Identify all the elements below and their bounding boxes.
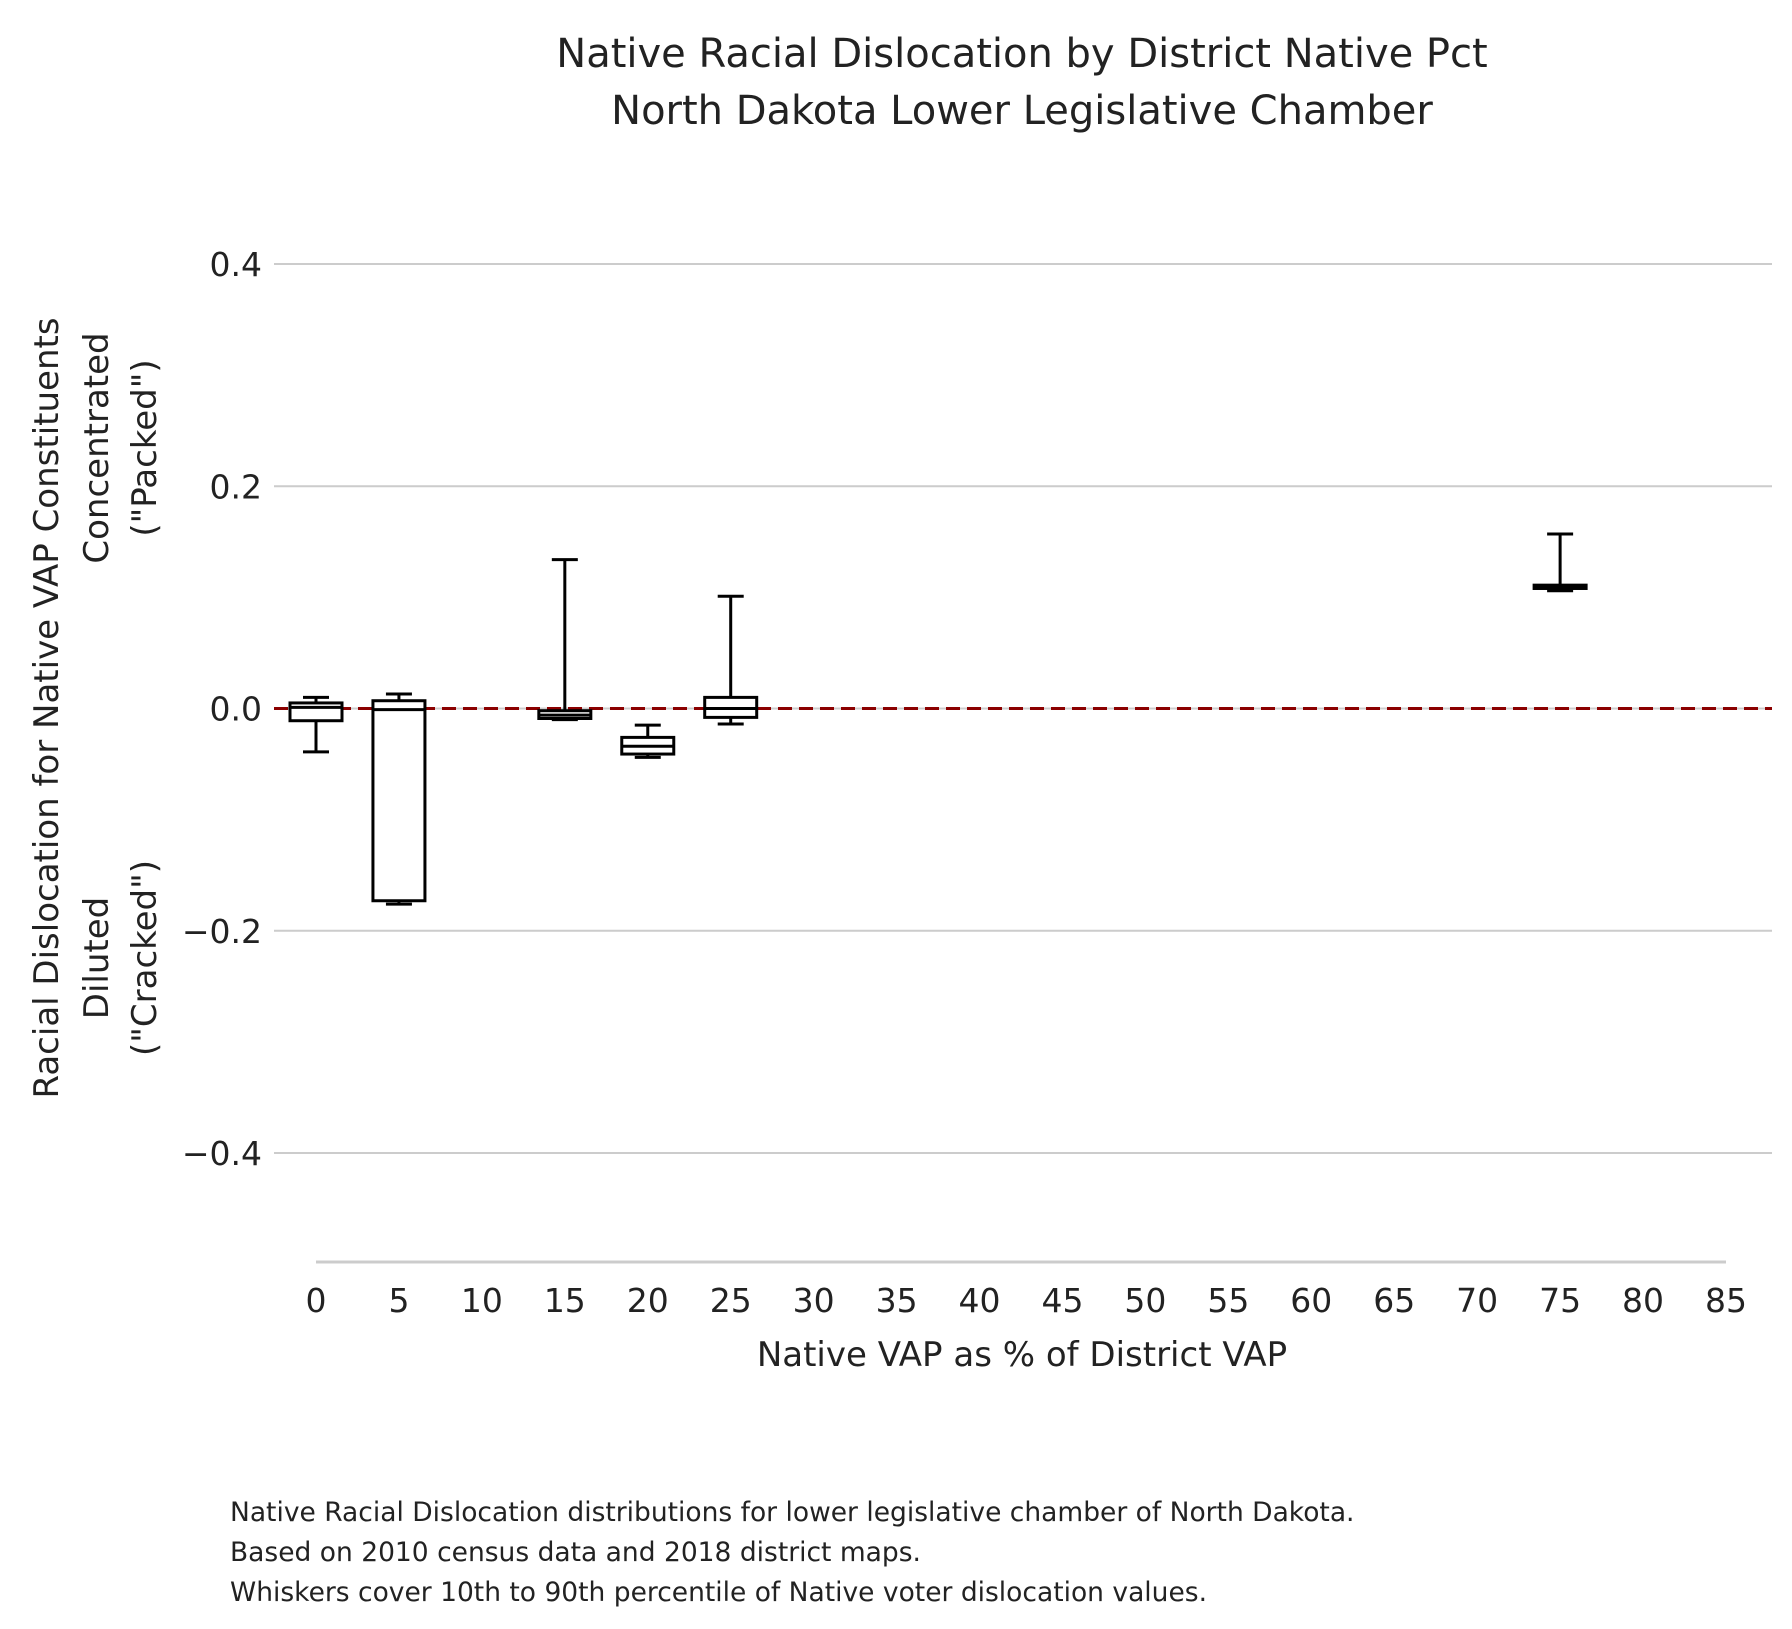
y-axis-label-diluted: Diluted bbox=[77, 897, 117, 1019]
caption-line-3: Whiskers cover 10th to 90th percentile o… bbox=[230, 1577, 1207, 1608]
x-tick-label: 15 bbox=[544, 1281, 586, 1320]
x-tick-label: 20 bbox=[627, 1281, 669, 1320]
y-axis-label-line-1: Racial Dislocation for Native VAP Consti… bbox=[27, 317, 67, 1098]
x-tick-label: 40 bbox=[959, 1281, 1001, 1320]
x-tick-label: 75 bbox=[1539, 1281, 1581, 1320]
x-tick-label: 25 bbox=[710, 1281, 752, 1320]
iqr-box bbox=[288, 701, 344, 723]
y-axis-label-packed: ("Packed") bbox=[125, 359, 165, 536]
x-tick-label: 55 bbox=[1207, 1281, 1249, 1320]
box-plot bbox=[371, 692, 427, 906]
y-tick-label: −0.2 bbox=[182, 912, 262, 951]
x-tick-label: 35 bbox=[876, 1281, 918, 1320]
box-plot bbox=[1532, 532, 1588, 593]
chart-title: Native Racial Dislocation by District Na… bbox=[556, 31, 1487, 134]
y-axis-label-concentrated: Concentrated bbox=[77, 332, 117, 563]
x-tick-label: 80 bbox=[1622, 1281, 1664, 1320]
x-tick-label: 60 bbox=[1290, 1281, 1332, 1320]
box-plot bbox=[288, 695, 344, 754]
y-tick-label: 0.4 bbox=[210, 245, 262, 284]
x-axis-label: Native VAP as % of District VAP bbox=[757, 1335, 1287, 1375]
x-tick-labels: 0 5 10 15 20 25 30 35 40 45 50 55 60 65 70 75 80 85 bbox=[306, 1281, 1748, 1320]
x-tick-label: 50 bbox=[1124, 1281, 1166, 1320]
y-tick-label: −0.4 bbox=[182, 1134, 262, 1173]
caption-line-2: Based on 2010 census data and 2018 distr… bbox=[230, 1537, 921, 1568]
y-axis-label-cracked: ("Cracked") bbox=[125, 860, 165, 1056]
box-plot bbox=[537, 558, 593, 722]
x-tick-label: 85 bbox=[1705, 1281, 1747, 1320]
x-tick-label: 30 bbox=[793, 1281, 835, 1320]
x-tick-label: 0 bbox=[306, 1281, 327, 1320]
x-tick-label: 10 bbox=[461, 1281, 503, 1320]
caption-line-1: Native Racial Dislocation distributions … bbox=[230, 1497, 1355, 1528]
chart-title-line-2: North Dakota Lower Legislative Chamber bbox=[611, 88, 1433, 134]
x-tick-label: 70 bbox=[1456, 1281, 1498, 1320]
y-tick-labels: −0.4 −0.2 0.0 0.2 0.4 bbox=[182, 245, 262, 1173]
y-tick-label: 0.2 bbox=[210, 467, 262, 506]
chart-caption: Native Racial Dislocation distributions … bbox=[230, 1493, 1730, 1613]
box-series bbox=[288, 532, 1588, 906]
box-plot bbox=[620, 723, 676, 759]
x-tick-label: 5 bbox=[388, 1281, 409, 1320]
y-tick-label: 0.0 bbox=[210, 690, 262, 729]
x-tick-label: 65 bbox=[1373, 1281, 1415, 1320]
chart-title-line-1: Native Racial Dislocation by District Na… bbox=[556, 31, 1487, 77]
x-tick-label: 45 bbox=[1041, 1281, 1083, 1320]
box-plot bbox=[703, 594, 759, 726]
iqr-box bbox=[371, 699, 427, 903]
chart: Native Racial Dislocation by District Na… bbox=[27, 31, 1772, 1375]
y-axis-label: Racial Dislocation for Native VAP Consti… bbox=[27, 317, 165, 1098]
